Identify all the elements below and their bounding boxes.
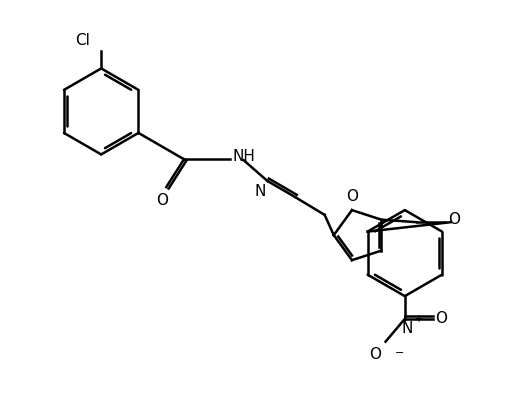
Text: O: O	[434, 311, 446, 326]
Text: N: N	[254, 183, 265, 198]
Text: O: O	[345, 189, 357, 204]
Text: O: O	[447, 212, 459, 227]
Text: +: +	[413, 314, 421, 324]
Text: O: O	[369, 347, 381, 362]
Text: =: =	[296, 189, 305, 199]
Text: N: N	[400, 322, 412, 337]
Text: Cl: Cl	[75, 33, 90, 48]
Text: −: −	[394, 348, 403, 358]
Text: O: O	[156, 193, 168, 208]
Text: NH: NH	[232, 149, 255, 164]
